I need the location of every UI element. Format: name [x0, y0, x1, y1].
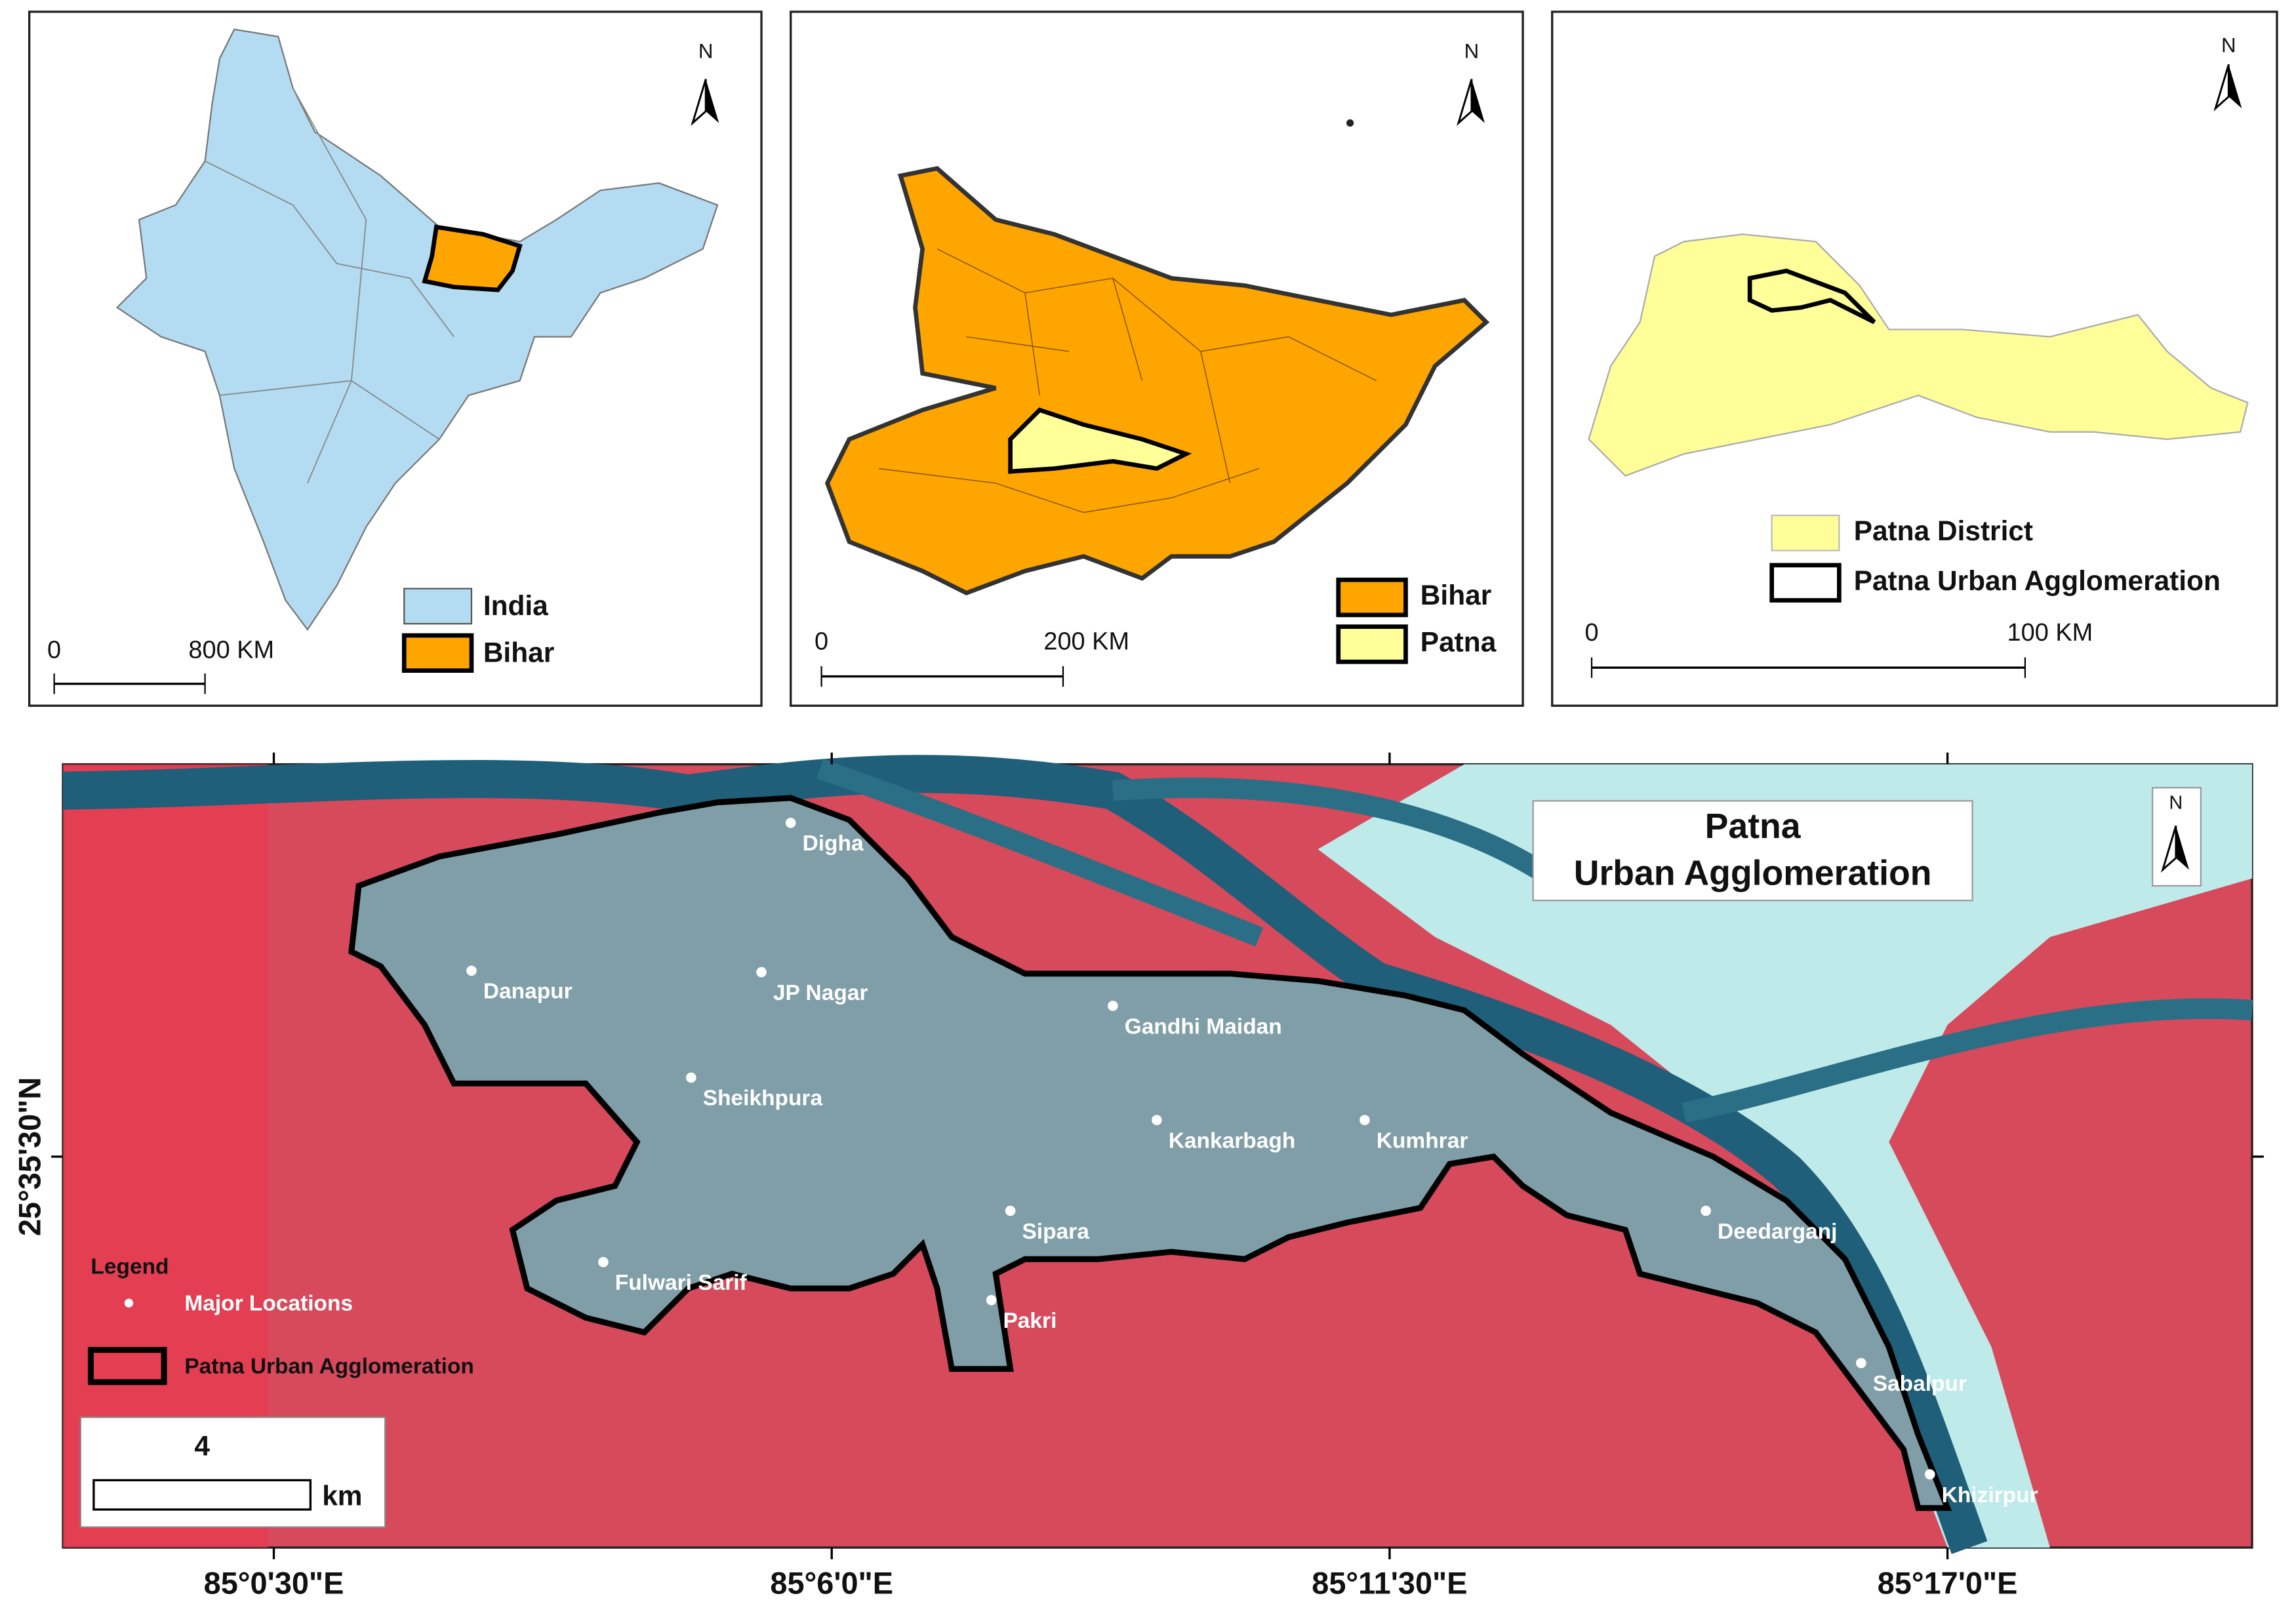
location-dot	[686, 1072, 696, 1083]
location-label: Khizirpur	[1942, 1483, 2038, 1507]
legend-swatch	[403, 588, 473, 625]
legend-label: India	[483, 590, 548, 621]
longitude-label: 85°17'0"E	[1878, 1567, 2018, 1601]
scale-label: 0	[815, 628, 828, 655]
longitude-label: 85°6'0"E	[770, 1567, 893, 1601]
scale-label: 0	[47, 637, 61, 664]
legend-label: Patna Urban Agglomeration	[1854, 565, 2221, 596]
legend-swatch	[1769, 563, 1842, 603]
legend-swatch	[1771, 514, 1840, 551]
scale-unit: km	[322, 1480, 362, 1511]
location-dot	[1108, 1001, 1118, 1011]
legend-title: Legend	[91, 1254, 169, 1279]
location-dot	[1856, 1357, 1866, 1368]
map-title: Patna	[1705, 807, 1802, 846]
location-label: Digha	[803, 831, 864, 856]
bihar-shape	[824, 166, 1490, 595]
ganga-river	[62, 755, 1988, 1554]
map-title: Urban Agglomeration	[1574, 853, 1932, 892]
scale-label: 100 KM	[2007, 619, 2093, 647]
north-label: N	[2221, 34, 2236, 57]
title-box	[1532, 800, 1973, 902]
scale-bar	[92, 1479, 312, 1511]
location-label: Deedarganj	[1718, 1220, 1837, 1244]
legend-label: Major Locations	[184, 1291, 353, 1315]
location-dot	[986, 1294, 997, 1306]
longitude-label: 85°11'30"E	[1312, 1567, 1467, 1601]
patna-district-shape	[1588, 233, 2249, 477]
longitude-label: 85°0'30"E	[204, 1567, 344, 1601]
location-dot	[1701, 1205, 1712, 1216]
location-dot	[466, 965, 477, 976]
location-dot	[1924, 1469, 1935, 1480]
scale-value: 4	[194, 1430, 210, 1461]
north-label: N	[698, 40, 714, 63]
location-label: Kumhrar	[1377, 1128, 1468, 1153]
location-dot	[1005, 1205, 1016, 1216]
urban-agglomeration-boundary	[348, 795, 1952, 1511]
legend-swatch	[1336, 624, 1408, 664]
legend-dot	[124, 1298, 134, 1308]
latitude-label: 25°35'30"N	[13, 1077, 47, 1236]
district-borders	[878, 248, 1377, 513]
location-label: Fulwari Sarif	[615, 1271, 748, 1295]
location-dot	[1359, 1115, 1370, 1125]
legend-label: Bihar	[1420, 580, 1491, 610]
frame-ticks	[51, 752, 2264, 1559]
location-label: Danapur	[483, 980, 573, 1004]
state-borders	[205, 87, 454, 484]
scale-label: 200 KM	[1043, 628, 1129, 655]
location-label: Sabalpur	[1873, 1372, 1967, 1396]
north-label: N	[1464, 40, 1480, 63]
bihar-highlight	[422, 224, 523, 292]
location-label: Kankarbagh	[1169, 1128, 1296, 1153]
legend-swatch	[87, 1347, 167, 1386]
legend-label: Patna District	[1854, 515, 2033, 546]
legend-swatch	[401, 633, 474, 673]
location-dot	[598, 1256, 609, 1268]
urban-agglomeration-outline	[1747, 268, 1876, 325]
location-label: Gandhi Maidan	[1125, 1014, 1282, 1039]
island	[1346, 119, 1354, 127]
location-label: Pakri	[1003, 1309, 1057, 1333]
legend-label: Patna Urban Agglomeration	[184, 1354, 474, 1378]
patna-highlight	[1008, 407, 1192, 474]
location-dot	[1152, 1115, 1162, 1125]
location-label: Sipara	[1022, 1220, 1089, 1244]
river-channel	[816, 759, 2253, 1123]
location-dot	[756, 967, 767, 978]
scale-label: 800 KM	[188, 637, 274, 664]
location-label: JP Nagar	[773, 981, 868, 1005]
legend-label: Bihar	[483, 637, 554, 668]
north-label: N	[2169, 793, 2183, 814]
location-dot	[785, 818, 796, 828]
legend-label: Patna	[1420, 627, 1497, 658]
legend-swatch	[1336, 577, 1408, 618]
location-label: Sheikhpura	[703, 1087, 823, 1111]
scale-label: 0	[1584, 619, 1598, 647]
